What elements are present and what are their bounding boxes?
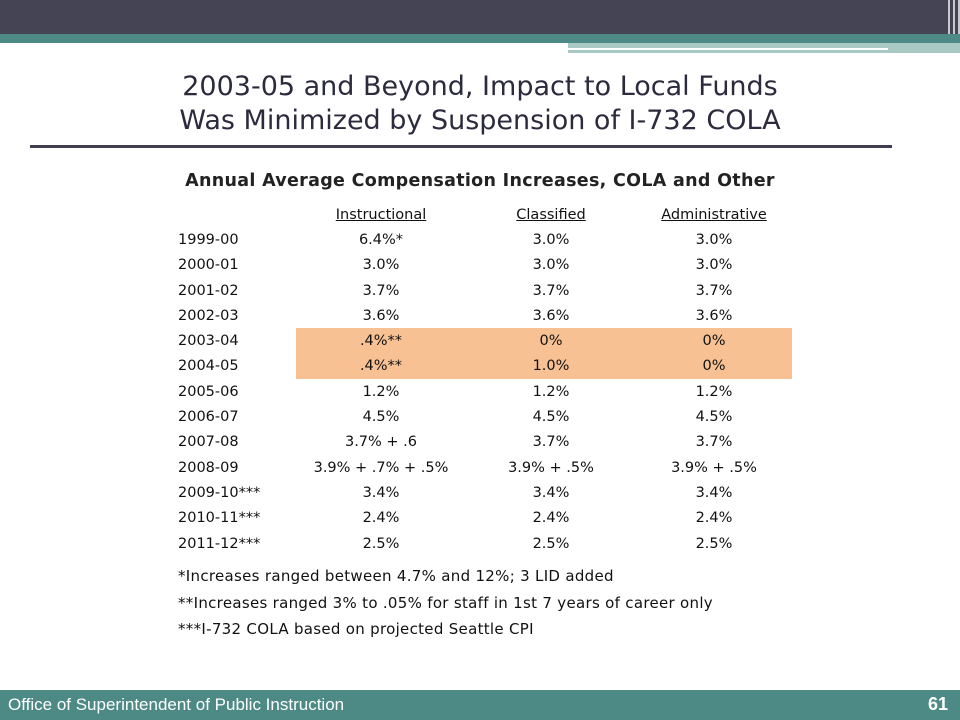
administrative-cell: 1.2% [695, 383, 733, 400]
administrative-cell: 2.5% [695, 535, 733, 552]
year-cell: 2010-11*** [178, 510, 261, 527]
corner-decoration [932, 0, 960, 34]
classified-cell: 3.7% [532, 434, 570, 451]
classified-cell: 3.6% [532, 307, 570, 324]
table-row: 2011-12*** 2.5% 2.5% 2.5% [174, 531, 792, 556]
column-header-instructional: Instructional [335, 206, 427, 223]
administrative-cell: 3.0% [695, 231, 733, 248]
year-cell: 2007-08 [178, 434, 239, 451]
table-row: 2000-01 3.0% 3.0% 3.0% [174, 253, 792, 278]
compensation-table-container: Instructional Classified Administrative … [174, 202, 794, 556]
table-row: 2004-05 .4%** 1.0% 0% [174, 353, 792, 380]
corner-bar [948, 0, 950, 34]
classified-cell: 3.4% [532, 484, 570, 501]
year-cell: 2003-04 [178, 333, 239, 350]
year-cell: 2001-02 [178, 282, 239, 299]
column-header-administrative: Administrative [661, 206, 767, 223]
compensation-table: Instructional Classified Administrative … [174, 202, 792, 556]
table-row: 2001-02 3.7% 3.7% 3.7% [174, 278, 792, 303]
slide-title: 2003-05 and Beyond, Impact to Local Fund… [30, 70, 930, 138]
instructional-cell: 4.5% [362, 409, 400, 426]
page-number: 61 [927, 694, 948, 714]
administrative-cell: 3.0% [695, 257, 733, 274]
year-cell: 2008-09 [178, 459, 239, 476]
classified-cell: 1.0% [466, 353, 636, 380]
administrative-cell: 3.7% [695, 282, 733, 299]
instructional-cell: 2.5% [362, 535, 400, 552]
footnote-2: **Increases ranged 3% to .05% for staff … [178, 593, 713, 612]
column-header-year [174, 202, 296, 227]
slide-title-line-1: 2003-05 and Beyond, Impact to Local Fund… [182, 71, 778, 102]
table-title: Annual Average Compensation Increases, C… [185, 171, 775, 191]
corner-bar [953, 0, 955, 34]
footnotes: *Increases ranged between 4.7% and 12%; … [178, 563, 713, 643]
classified-cell: 3.7% [532, 282, 570, 299]
table-row: 2008-09 3.9% + .7% + .5% 3.9% + .5% 3.9% + … [174, 455, 792, 480]
table-body: 1999-00 6.4%* 3.0% 3.0% 2000-01 3.0% 3.0% 3.0% 2… [174, 227, 792, 556]
column-header-classified: Classified [516, 206, 586, 223]
footnote-1: *Increases ranged between 4.7% and 12%; … [178, 567, 614, 585]
table-row: 2003-04.4%** 0% 0% [174, 328, 792, 354]
classified-cell: 2.4% [532, 510, 570, 527]
year-cell: 2002-03 [178, 307, 239, 324]
instructional-cell: 3.0% [362, 257, 400, 274]
year-cell: 2004-05 [178, 358, 239, 375]
classified-cell: 3.9% + .5% [508, 459, 594, 476]
instructional-cell: .4%** [296, 353, 466, 380]
instructional-cell: 3.9% + .7% + .5% [313, 459, 449, 476]
footer-organization: Office of Superintendent of Public Instr… [8, 695, 345, 714]
top-header-band [0, 0, 960, 34]
instructional-cell: 3.7% [362, 282, 400, 299]
instructional-cell: 6.4%* [358, 231, 404, 248]
administrative-cell: 3.7% [695, 434, 733, 451]
table-header-row: Instructional Classified Administrative [174, 202, 792, 227]
administrative-cell: 0% [636, 353, 792, 380]
corner-bar [958, 0, 960, 34]
year-cell: 2011-12*** [178, 535, 261, 552]
classified-cell: 0% [466, 328, 636, 354]
instructional-cell: 1.2% [362, 383, 400, 400]
year-cell: 2000-01 [178, 257, 239, 274]
instructional-cell: 3.4% [362, 484, 400, 501]
administrative-cell: 4.5% [695, 409, 733, 426]
slide-title-line-2: Was Minimized by Suspension of I-732 COL… [179, 105, 781, 136]
classified-cell: 2.5% [532, 535, 570, 552]
top-accent-band [0, 34, 960, 43]
administrative-cell: 3.6% [695, 307, 733, 324]
instructional-cell: 2.4% [362, 510, 400, 527]
table-row: 2005-06 1.2% 1.2% 1.2% [174, 379, 792, 404]
table-row: 2007-08 3.7% + .6 3.7% 3.7% [174, 430, 792, 455]
table-row: 2010-11*** 2.4% 2.4% 2.4% [174, 506, 792, 531]
administrative-cell: 3.9% + .5% [671, 459, 757, 476]
instructional-cell: 3.7% + .6 [344, 434, 418, 451]
administrative-cell: 3.4% [695, 484, 733, 501]
year-cell: 2005-06 [178, 383, 239, 400]
table-row: 1999-00 6.4%* 3.0% 3.0% [174, 227, 792, 252]
footnote-3: ***I-732 COLA based on projected Seattle… [178, 620, 534, 638]
top-accent-line [568, 48, 888, 50]
classified-cell: 1.2% [532, 383, 570, 400]
instructional-cell: 3.6% [362, 307, 400, 324]
table-row: 2002-03 3.6% 3.6% 3.6% [174, 303, 792, 328]
year-cell: 1999-00 [178, 231, 239, 248]
year-cell: 2009-10*** [178, 484, 261, 501]
title-divider [30, 145, 892, 148]
administrative-cell: 0% [636, 328, 792, 354]
classified-cell: 4.5% [532, 409, 570, 426]
instructional-cell: .4%** [296, 328, 466, 354]
administrative-cell: 2.4% [695, 510, 733, 527]
table-row: 2009-10*** 3.4% 3.4% 3.4% [174, 480, 792, 505]
table-row: 2006-07 4.5% 4.5% 4.5% [174, 404, 792, 429]
classified-cell: 3.0% [532, 231, 570, 248]
year-cell: 2006-07 [178, 409, 239, 426]
footer-bar: Office of Superintendent of Public Instr… [0, 690, 960, 720]
classified-cell: 3.0% [532, 257, 570, 274]
